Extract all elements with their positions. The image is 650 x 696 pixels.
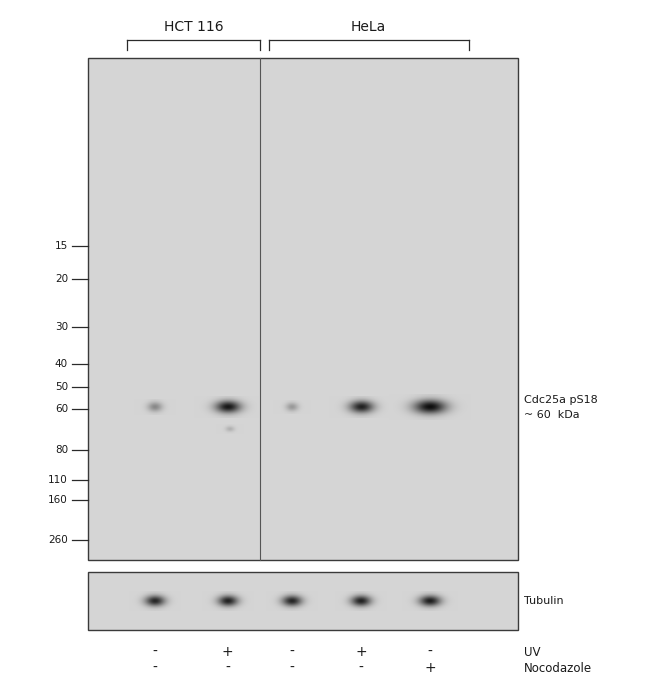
Text: 40: 40 bbox=[55, 359, 68, 369]
Text: 60: 60 bbox=[55, 404, 68, 414]
Bar bbox=[88, 58, 518, 560]
Text: +: + bbox=[356, 645, 367, 659]
Text: UV: UV bbox=[524, 645, 541, 658]
Text: -: - bbox=[226, 661, 230, 675]
Text: 80: 80 bbox=[55, 445, 68, 454]
Text: 110: 110 bbox=[48, 475, 68, 484]
Text: HCT 116: HCT 116 bbox=[164, 20, 223, 34]
Text: +: + bbox=[222, 645, 233, 659]
Text: Tubulin: Tubulin bbox=[524, 596, 564, 606]
Text: -: - bbox=[359, 661, 363, 675]
Text: 30: 30 bbox=[55, 322, 68, 331]
Text: -: - bbox=[428, 645, 432, 659]
Text: -: - bbox=[290, 645, 294, 659]
Text: 15: 15 bbox=[55, 242, 68, 251]
Text: 20: 20 bbox=[55, 274, 68, 284]
Text: 50: 50 bbox=[55, 382, 68, 392]
Text: -: - bbox=[152, 661, 157, 675]
Text: Nocodazole: Nocodazole bbox=[524, 661, 592, 674]
Text: -: - bbox=[290, 661, 294, 675]
Text: Cdc25a pS18: Cdc25a pS18 bbox=[524, 395, 598, 405]
Text: ~ 60  kDa: ~ 60 kDa bbox=[524, 410, 580, 420]
Text: 260: 260 bbox=[48, 535, 68, 545]
Text: -: - bbox=[152, 645, 157, 659]
Text: 160: 160 bbox=[48, 495, 68, 505]
Text: HeLa: HeLa bbox=[351, 20, 386, 34]
Text: +: + bbox=[424, 661, 436, 675]
Bar bbox=[88, 572, 518, 630]
